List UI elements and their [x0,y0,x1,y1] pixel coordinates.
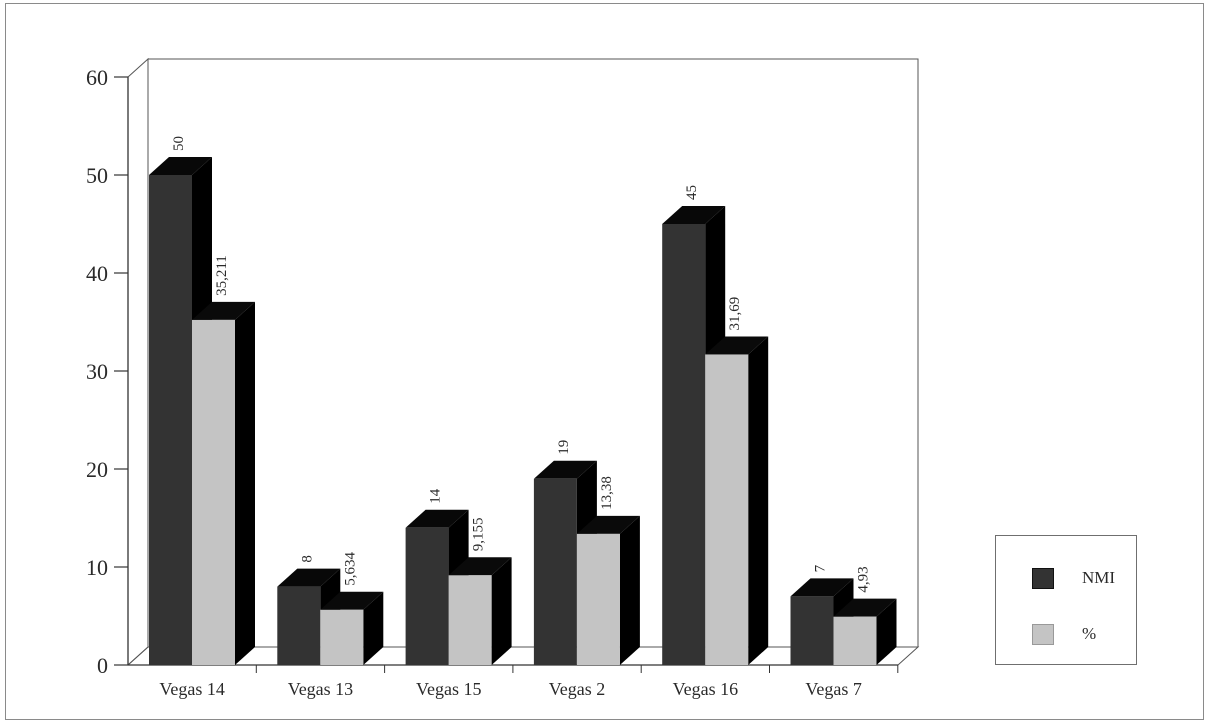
bar-side-pct-vegas-2 [619,515,640,665]
bar-top-pct-vegas-16 [705,336,769,355]
x-tick-label-vegas-14: Vegas 14 [159,679,225,699]
bar-top-pct-vegas-15 [448,557,512,576]
bar-top-nmi-vegas-14 [149,157,212,175]
data-label-pct-vegas-2: 13,38 [599,476,615,510]
bar-side-pct-vegas-13 [363,591,384,665]
data-label-nmi-vegas-7: 7 [813,564,829,572]
data-label-nmi-vegas-2: 19 [556,440,572,455]
y-tick-label-1: 10 [86,555,108,580]
x-tick-label-vegas-16: Vegas 16 [673,679,739,699]
y-tick-label-6: 60 [86,65,108,90]
legend-swatch-pct [1032,623,1054,645]
data-label-pct-vegas-15: 9,155 [471,518,487,552]
bar-pct-vegas-7 [833,616,877,665]
data-label-nmi-vegas-14: 50 [171,136,187,151]
data-label-nmi-vegas-16: 45 [684,185,700,200]
y-tick-label-3: 30 [86,359,108,384]
x-tick-label-vegas-13: Vegas 13 [288,679,354,699]
data-label-nmi-vegas-13: 8 [299,555,315,563]
bar-side-pct-vegas-15 [491,557,512,665]
bar-top-pct-vegas-14 [192,301,255,320]
bar-top-pct-vegas-7 [833,598,897,617]
bar-nmi-vegas-15 [405,527,449,665]
x-tick-label-vegas-2: Vegas 2 [549,679,606,699]
bar-pct-vegas-14 [192,319,235,665]
legend: NMI % [995,535,1137,665]
side-wall [127,57,149,666]
legend-item-pct: % [1032,623,1096,645]
x-tick-label-vegas-7: Vegas 7 [805,679,862,699]
bar-pct-vegas-2 [576,533,620,665]
y-tick-label-4: 40 [86,261,108,286]
bar-top-nmi-vegas-13 [277,568,341,587]
data-label-pct-vegas-7: 4,93 [856,566,872,592]
bar-nmi-vegas-13 [277,586,321,665]
bar-top-nmi-vegas-16 [662,206,726,224]
y-tick-label-0: 0 [97,653,108,678]
bar-pct-vegas-15 [448,575,492,665]
bar-side-pct-vegas-14 [235,301,255,665]
x-tick-label-vegas-15: Vegas 15 [416,679,482,699]
legend-swatch-nmi [1032,567,1054,589]
bar-pct-vegas-16 [705,354,749,665]
data-label-pct-vegas-13: 5,634 [342,552,358,586]
legend-label-nmi: NMI [1082,568,1116,587]
bar-top-nmi-vegas-2 [533,460,597,479]
bar-side-pct-vegas-7 [876,598,897,665]
bar-side-pct-vegas-16 [748,336,769,665]
bar-nmi-vegas-16 [662,224,706,665]
y-tick-label-5: 50 [86,163,108,188]
bar-top-nmi-vegas-15 [405,509,469,528]
bar-top-nmi-vegas-7 [790,578,854,597]
data-label-nmi-vegas-15: 14 [428,488,444,504]
bar-nmi-vegas-2 [533,478,577,665]
back-wall [147,58,919,648]
legend-label-pct: % [1082,624,1097,643]
data-label-pct-vegas-14: 35,211 [214,255,230,296]
bar-top-pct-vegas-13 [320,591,384,610]
legend-item-nmi: NMI [1032,567,1115,589]
data-label-pct-vegas-16: 31,69 [727,297,743,331]
y-tick-label-2: 20 [86,457,108,482]
bar-nmi-vegas-14 [149,175,192,665]
bar-nmi-vegas-7 [790,596,834,665]
bar-top-pct-vegas-2 [576,515,640,534]
bar-pct-vegas-13 [320,609,364,665]
